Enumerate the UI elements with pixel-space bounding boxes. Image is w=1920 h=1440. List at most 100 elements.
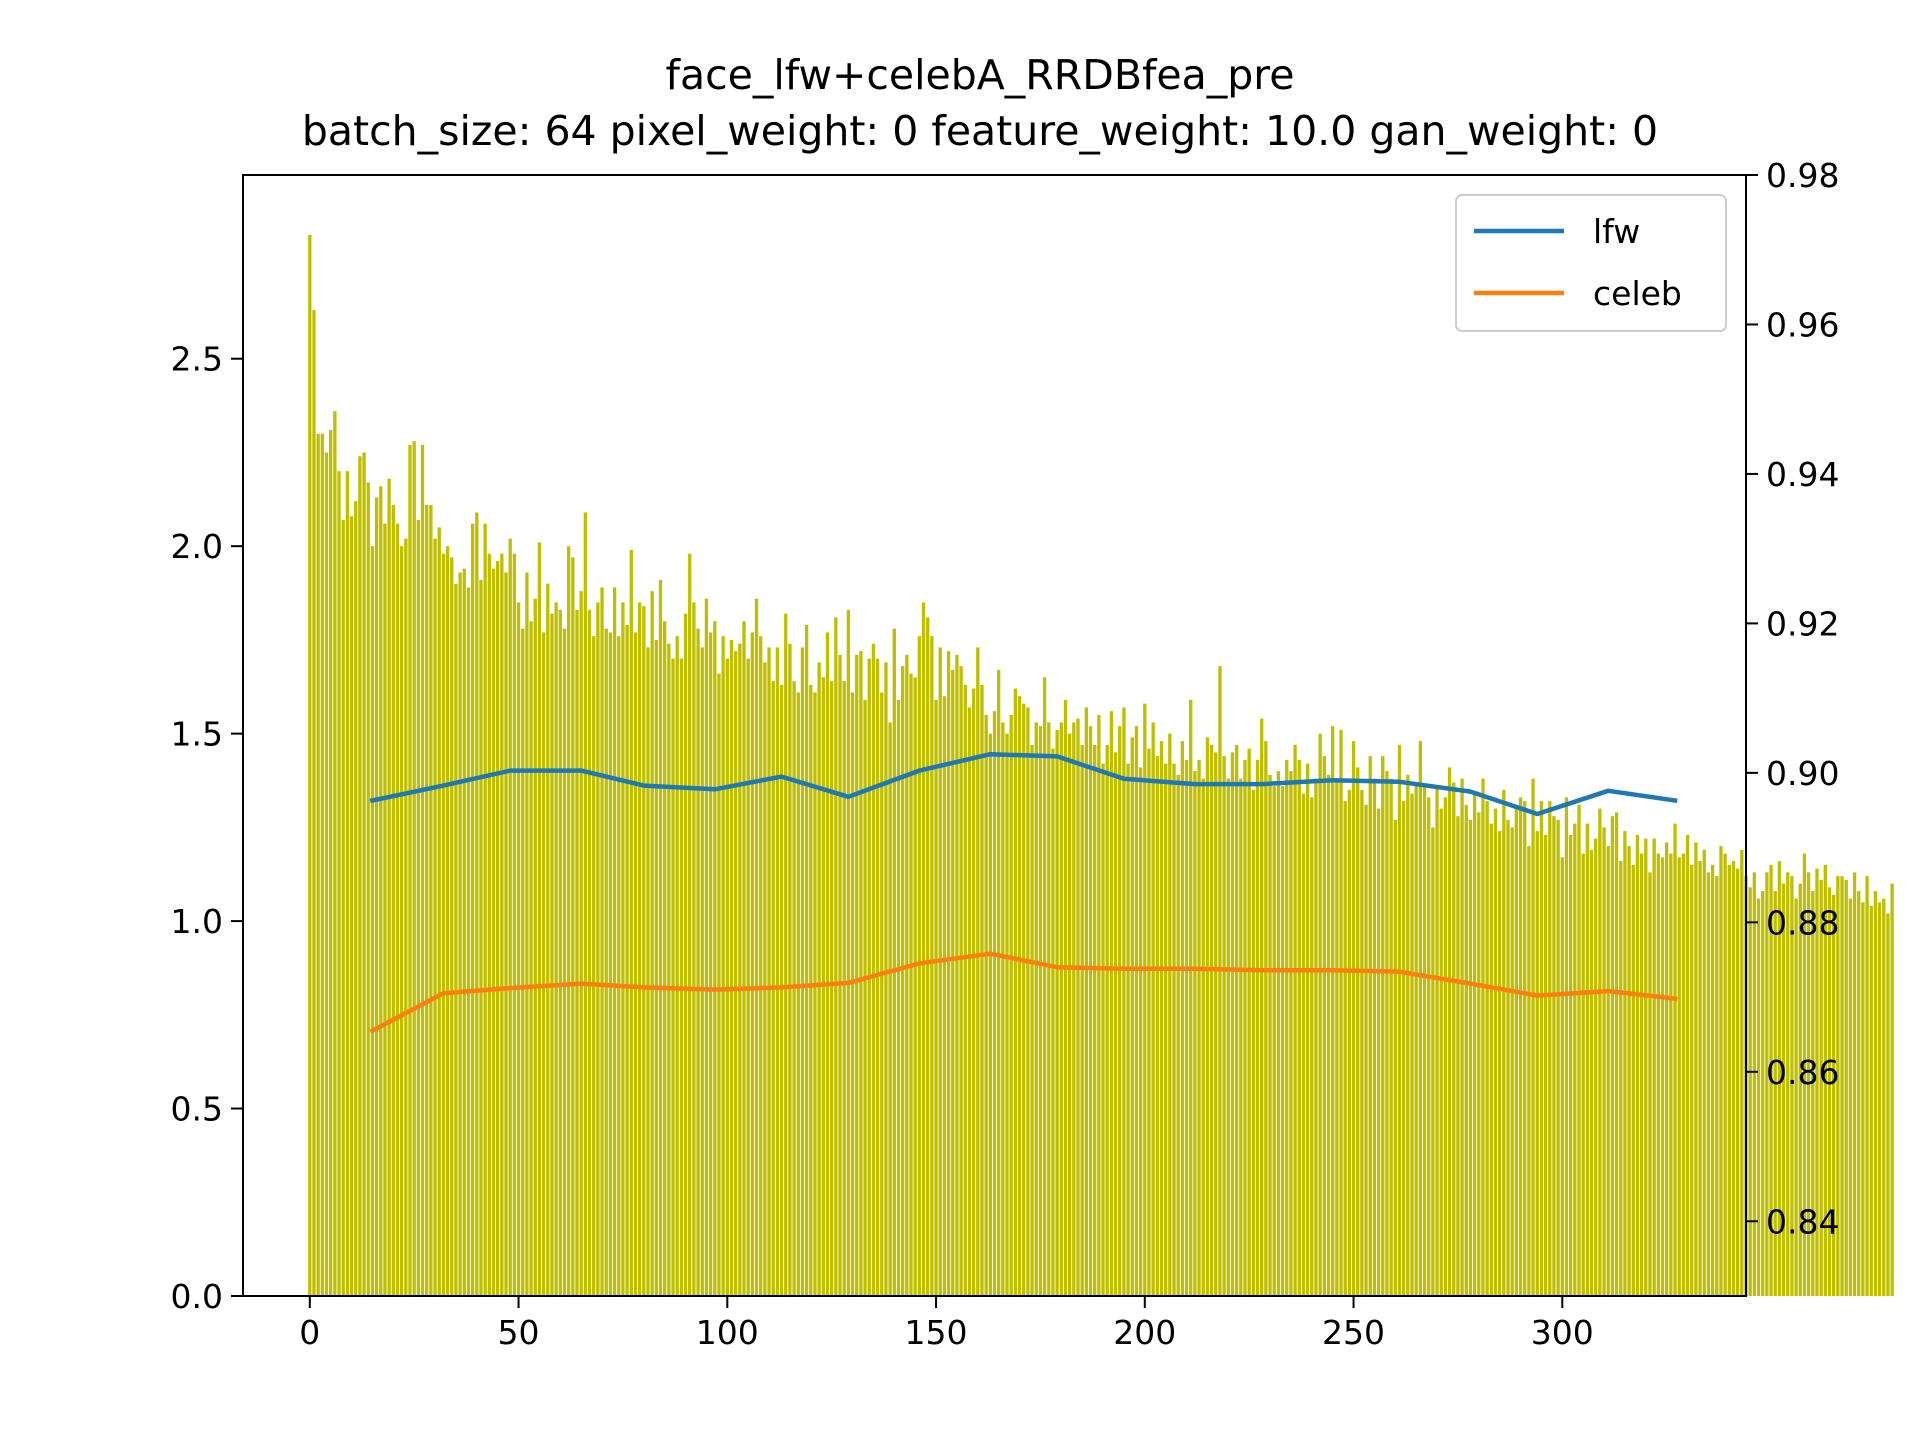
bar [1523, 801, 1527, 1296]
bar [1527, 846, 1531, 1296]
bar [654, 639, 658, 1296]
bar [433, 538, 437, 1296]
bar [1581, 853, 1585, 1296]
bar [1401, 801, 1406, 1296]
bar [337, 471, 341, 1296]
bar [370, 546, 375, 1296]
bar [871, 643, 876, 1296]
bar [312, 309, 316, 1297]
y-left-tick-label: 1.0 [171, 902, 223, 941]
bar [900, 666, 905, 1296]
bar [1560, 857, 1564, 1296]
bar [1105, 744, 1109, 1296]
bar [1097, 714, 1101, 1296]
bar [683, 613, 688, 1296]
bar [1084, 707, 1089, 1296]
bar [608, 632, 613, 1296]
bar [633, 632, 638, 1296]
bar [1072, 722, 1076, 1296]
bar [1088, 726, 1093, 1296]
bar [1159, 741, 1164, 1296]
bar [1331, 726, 1335, 1296]
bar [587, 609, 592, 1296]
bar [917, 636, 922, 1296]
bar [1055, 729, 1059, 1296]
bar [788, 643, 792, 1296]
bar [1218, 666, 1222, 1296]
bar [1189, 699, 1193, 1296]
bar [1017, 696, 1022, 1296]
bar [1531, 778, 1535, 1296]
bar [779, 684, 784, 1296]
bar [1656, 853, 1660, 1296]
y-right-tick-label: 0.96 [1766, 305, 1839, 344]
bar [1827, 887, 1832, 1296]
bar [479, 579, 483, 1296]
bar [1314, 778, 1318, 1296]
bar [721, 636, 725, 1296]
bar [1080, 744, 1084, 1296]
bar [1443, 797, 1448, 1296]
x-tick-label: 150 [905, 1313, 968, 1352]
bar [566, 546, 571, 1296]
bar [1836, 876, 1840, 1296]
bar [980, 684, 984, 1296]
bar [1134, 726, 1139, 1296]
bar [583, 512, 588, 1296]
bar [971, 688, 976, 1296]
bar [725, 658, 729, 1296]
bar [466, 587, 471, 1296]
bar [1652, 838, 1656, 1296]
bar [1690, 864, 1694, 1296]
bar [1702, 849, 1706, 1296]
bar [1685, 834, 1690, 1296]
bar [1886, 913, 1890, 1296]
bar [491, 568, 496, 1296]
bar [842, 681, 846, 1296]
bar [537, 542, 542, 1296]
line-series-group [369, 751, 1678, 1034]
bar [1489, 823, 1493, 1296]
bar [800, 647, 805, 1296]
bar [1543, 834, 1548, 1296]
bar [1214, 752, 1218, 1296]
bar [399, 546, 404, 1296]
chart-subtitle: batch_size: 64 pixel_weight: 0 feature_w… [302, 107, 1658, 155]
bar [1184, 759, 1189, 1296]
bar [1005, 733, 1009, 1296]
bar [1589, 849, 1594, 1296]
bar [671, 658, 675, 1296]
bar [1264, 741, 1268, 1296]
bar [1109, 711, 1114, 1296]
bar [767, 647, 771, 1296]
bar [516, 602, 521, 1296]
bar [1502, 789, 1506, 1296]
bar [892, 628, 896, 1296]
bar [817, 662, 821, 1296]
bar [863, 699, 867, 1296]
bar [1101, 763, 1105, 1296]
bar [1756, 898, 1761, 1296]
bar [1406, 774, 1410, 1296]
bar [496, 561, 500, 1296]
bar [884, 662, 888, 1296]
bar [1230, 752, 1235, 1296]
legend-label-celeb: celeb [1593, 274, 1682, 313]
legend-box [1455, 194, 1727, 332]
bar [1564, 797, 1569, 1296]
y-left-tick-label: 0.0 [171, 1277, 223, 1316]
bar [1243, 759, 1247, 1296]
bar [959, 666, 963, 1296]
bar [1485, 801, 1489, 1296]
bar [1335, 782, 1339, 1296]
bar [909, 673, 913, 1296]
y-axis-right: 0.84 0.86 0.88 0.90 0.92 0.94 0.96 0.98 [1746, 156, 1839, 1241]
bar [1619, 861, 1623, 1296]
bar [992, 711, 997, 1296]
bar [450, 557, 454, 1296]
bar [404, 538, 408, 1296]
bar [354, 501, 358, 1296]
bar [1460, 778, 1464, 1296]
bar [1293, 744, 1297, 1296]
bar [813, 692, 817, 1296]
